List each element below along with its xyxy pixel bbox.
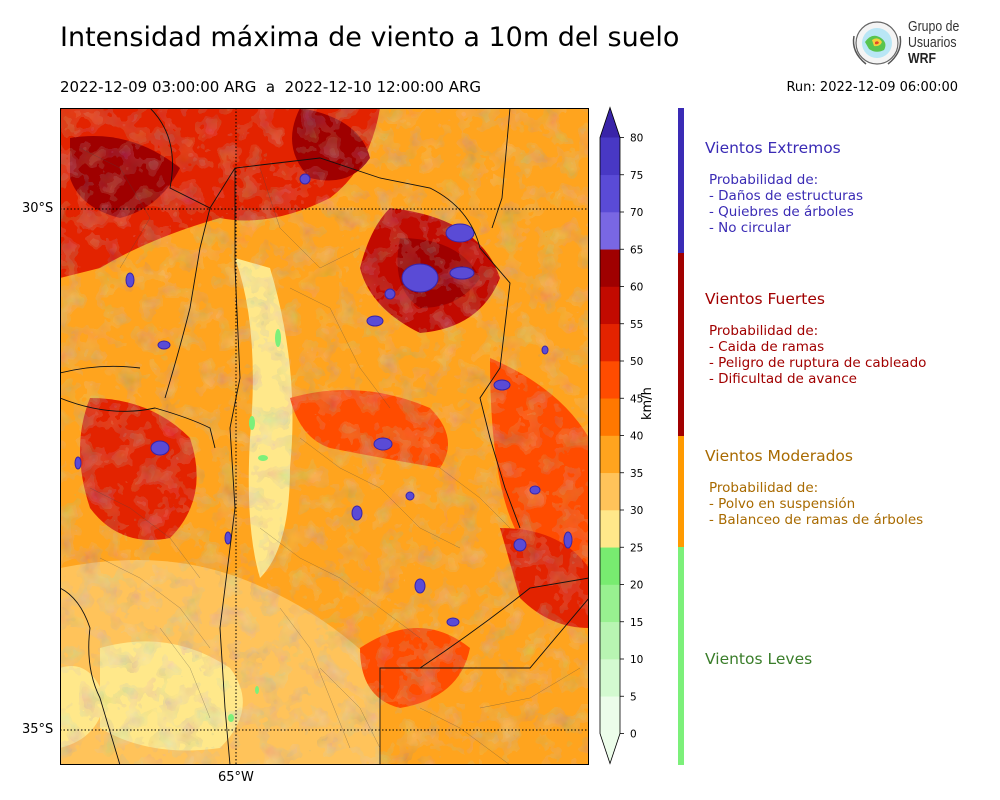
colorbar-tick-label: 30 xyxy=(630,505,643,517)
colorbar-ticks: 0 5 10 15 20 25 30 35 40 45 50 55 60 65 70 75 80 xyxy=(620,133,643,741)
moderate-item-2: - Balanceo de ramas de árboles xyxy=(709,512,924,528)
strong-item-3: - Dificultad de avance xyxy=(709,371,857,387)
colorbar-segment xyxy=(600,472,620,511)
low-wind-patches xyxy=(228,329,281,722)
logo-line-2: Usuarios xyxy=(908,34,957,51)
colorbar-tick-label: 5 xyxy=(630,691,637,703)
extreme-item-1: - Daños de estructuras xyxy=(709,188,864,204)
colorbar-tick-label: 75 xyxy=(630,170,643,182)
colorbar-segment xyxy=(600,510,620,548)
colorbar-tick-label: 15 xyxy=(630,617,643,629)
logo-line-1: Grupo de xyxy=(908,18,960,35)
strong-category-title: Vientos Fuertes xyxy=(705,290,825,308)
strong-item-2: - Peligro de ruptura de cableado xyxy=(709,355,927,371)
extreme-category-title: Vientos Extremos xyxy=(705,139,841,157)
strong-item-1: - Caida de ramas xyxy=(709,339,825,355)
colorbar-tick-label: 45 xyxy=(630,393,643,405)
logo-text: Grupo de Usuarios WRF xyxy=(908,19,959,67)
colorbar-tick-label: 20 xyxy=(630,580,643,592)
extreme-wind-patches xyxy=(74,173,573,627)
strong-intro: Probabilidad de: xyxy=(709,323,819,339)
colorbar-tick-label: 35 xyxy=(630,468,643,480)
extreme-intro: Probabilidad de: xyxy=(709,172,819,188)
colorbar-segment xyxy=(600,323,620,362)
extreme-item-3: - No circular xyxy=(709,220,791,236)
moderate-category-bar xyxy=(678,436,684,547)
extreme-category-bar xyxy=(678,108,684,253)
colorbar-segment xyxy=(600,547,620,585)
extreme-category-list: Probabilidad de: - Daños de estructuras … xyxy=(709,172,863,236)
colorbar-segment xyxy=(600,621,620,660)
wind-intensity-map xyxy=(60,108,589,765)
moderate-item-1: - Polvo en suspensión xyxy=(709,496,856,512)
colorbar-segment xyxy=(600,696,620,734)
moderate-category-list: Probabilidad de: - Polvo en suspensión -… xyxy=(709,480,923,528)
colorbar-low-extension xyxy=(600,733,620,764)
colorbar-tick-label: 70 xyxy=(630,207,643,219)
colorbar-segment xyxy=(600,398,620,436)
colorbar-segment xyxy=(600,137,620,176)
lon-label-65w: 65°W xyxy=(218,770,254,785)
colorbar-segment xyxy=(600,361,620,399)
colorbar-tick-label: 0 xyxy=(630,729,637,741)
colorbar-segment xyxy=(600,212,620,250)
moderate-category-title: Vientos Moderados xyxy=(705,447,853,465)
colorbar-segments xyxy=(599,106,621,765)
light-category-bar xyxy=(678,547,684,765)
colorbar-tick-label: 50 xyxy=(630,356,643,368)
forecast-period: 2022-12-09 03:00:00 ARG a 2022-12-10 12:… xyxy=(60,78,482,96)
department-borders xyxy=(79,147,581,765)
colorbar-tick-label: 55 xyxy=(630,319,643,331)
strong-category-bar xyxy=(678,253,684,436)
province-borders xyxy=(60,108,589,765)
logo-line-3: WRF xyxy=(908,50,937,67)
colorbar-segment xyxy=(600,584,620,623)
colorbar-segment xyxy=(600,659,620,697)
colorbar-tick-label: 10 xyxy=(630,654,643,666)
wind-texture-dark xyxy=(60,108,589,765)
lat-label-35s: 35°S xyxy=(22,722,54,737)
chart-title: Intensidad máxima de viento a 10m del su… xyxy=(60,22,680,53)
colorbar-tick-label: 65 xyxy=(630,244,643,256)
colorbar-segment xyxy=(600,249,620,287)
run-timestamp: Run: 2022-12-09 06:00:00 xyxy=(786,80,958,95)
colorbar: 0 5 10 15 20 25 30 35 40 45 50 55 60 65 70 75 80 xyxy=(599,106,643,765)
extreme-item-2: - Quiebres de árboles xyxy=(709,204,854,220)
light-category-title: Vientos Leves xyxy=(705,650,813,668)
colorbar-segment xyxy=(600,174,620,213)
colorbar-tick-label: 25 xyxy=(630,542,643,554)
colorbar-tick-label: 80 xyxy=(630,133,643,145)
moderate-intro: Probabilidad de: xyxy=(709,480,819,496)
colorbar-tick-label: 60 xyxy=(630,282,643,294)
colorbar-high-extension xyxy=(600,107,620,138)
lat-label-30s: 30°S xyxy=(22,201,54,216)
colorbar-segment xyxy=(600,435,620,474)
strong-category-list: Probabilidad de: - Caida de ramas - Peli… xyxy=(709,323,926,387)
colorbar-tick-label: 40 xyxy=(630,431,643,443)
wrf-users-group-logo xyxy=(852,21,902,65)
colorbar-unit-label: km/h xyxy=(640,387,655,420)
colorbar-segment xyxy=(600,286,620,325)
